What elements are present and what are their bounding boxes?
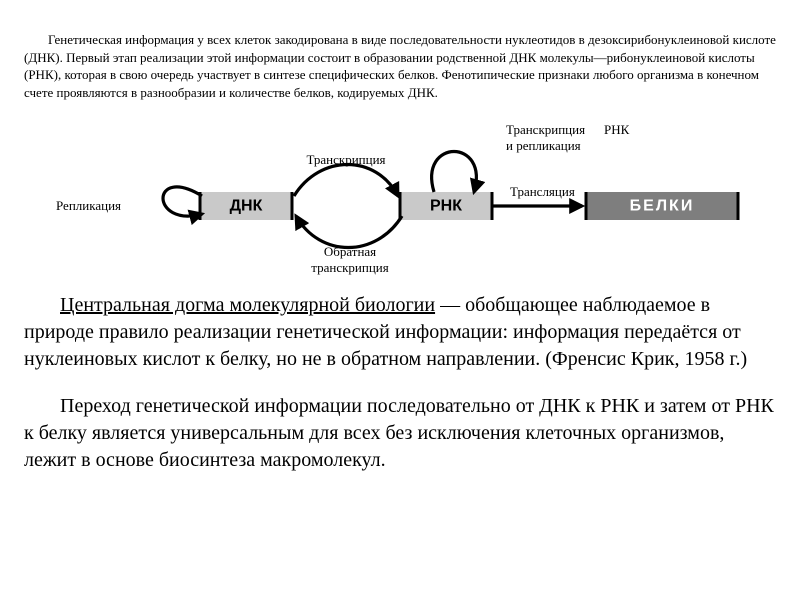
svg-text:Транскрипция: Транскрипция (506, 122, 585, 137)
paragraph-2: Переход генетической информации последов… (24, 393, 776, 474)
svg-text:Репликация: Репликация (56, 198, 121, 213)
svg-text:РНК: РНК (430, 198, 462, 215)
svg-text:РНК: РНК (604, 122, 630, 137)
svg-text:транскрипция: транскрипция (311, 260, 388, 275)
dogma-term: Центральная догма молекулярной биологии (60, 294, 435, 316)
svg-text:БЕЛКИ: БЕЛКИ (630, 198, 695, 215)
paragraph-1: Центральная догма молекулярной биологии … (24, 292, 776, 373)
central-dogma-diagram: ДНК РНК БЕЛКИ Репликация Транскрипция Обратна… (24, 114, 776, 284)
intro-paragraph: Генетическая информация у всех клеток за… (24, 31, 776, 101)
svg-text:Обратная: Обратная (324, 244, 376, 259)
svg-text:Трансляция: Трансляция (510, 184, 575, 199)
svg-text:ДНК: ДНК (230, 198, 263, 215)
svg-text:и репликация: и репликация (506, 138, 581, 153)
svg-text:Транскрипция: Транскрипция (306, 152, 385, 167)
